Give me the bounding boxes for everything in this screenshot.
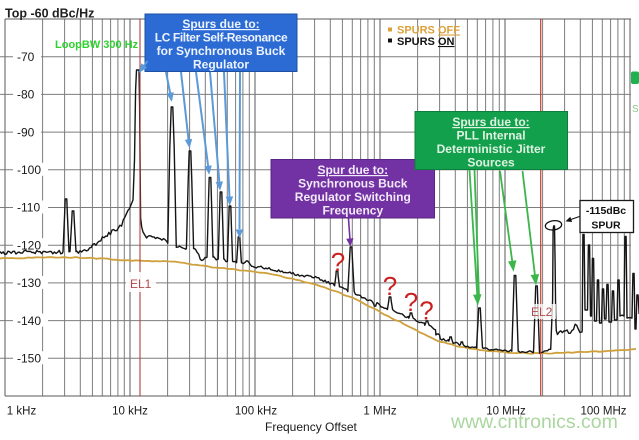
svg-text:?: ?: [419, 296, 433, 326]
svg-text:PLL Internal: PLL Internal: [456, 129, 525, 143]
svg-text:Top -60 dBc/Hz: Top -60 dBc/Hz: [5, 7, 94, 21]
svg-text:Spur due to:: Spur due to:: [317, 163, 388, 177]
svg-text:-70: -70: [17, 50, 35, 64]
svg-text:?: ?: [383, 271, 397, 301]
svg-text:Sources: Sources: [467, 156, 515, 170]
svg-text:100 MHz: 100 MHz: [580, 406, 626, 418]
svg-text:1 MHz: 1 MHz: [363, 406, 396, 418]
svg-text:-120: -120: [17, 238, 41, 252]
svg-text:Spurs due to:: Spurs due to:: [182, 17, 259, 31]
svg-text:-115dBc: -115dBc: [586, 205, 626, 217]
svg-text:www.cntronics.com: www.cntronics.com: [450, 411, 618, 433]
svg-text:100 kHz: 100 kHz: [235, 406, 277, 418]
svg-text:EL1: EL1: [130, 277, 152, 291]
svg-text:EL2: EL2: [531, 305, 553, 319]
svg-text:?: ?: [404, 287, 418, 317]
svg-text:Frequency Offset: Frequency Offset: [265, 420, 357, 434]
svg-text:-90: -90: [17, 125, 35, 139]
svg-text:?: ?: [331, 247, 345, 277]
svg-text:Deterministic Jitter: Deterministic Jitter: [437, 142, 546, 156]
svg-text:Frequency: Frequency: [322, 204, 383, 218]
svg-text:-140: -140: [17, 314, 41, 328]
svg-text:LC Filter Self-Resonance: LC Filter Self-Resonance: [155, 31, 288, 45]
svg-text:S: S: [632, 104, 639, 115]
svg-text:-110: -110: [17, 201, 40, 215]
svg-text:-80: -80: [17, 88, 35, 102]
svg-text:Regulator Switching: Regulator Switching: [295, 190, 411, 204]
svg-text:SPURS ON: SPURS ON: [397, 36, 455, 48]
svg-text:-150: -150: [17, 352, 41, 366]
svg-text:for Synchronous Buck: for Synchronous Buck: [157, 44, 286, 58]
svg-text:Spurs due to:: Spurs due to:: [452, 115, 529, 129]
svg-text:SPUR: SPUR: [591, 220, 621, 232]
svg-text:Synchronous Buck: Synchronous Buck: [298, 177, 408, 191]
svg-text:-130: -130: [17, 276, 41, 290]
svg-text:-100: -100: [17, 163, 41, 177]
svg-text:LoopBW 300 Hz: LoopBW 300 Hz: [55, 39, 139, 51]
svg-text:1 kHz: 1 kHz: [7, 406, 37, 418]
svg-text:SPURS OFF: SPURS OFF: [397, 25, 460, 37]
svg-text:10 kHz: 10 kHz: [112, 406, 148, 418]
svg-text:10 MHz: 10 MHz: [486, 406, 526, 418]
svg-text:Regulator: Regulator: [193, 58, 249, 72]
